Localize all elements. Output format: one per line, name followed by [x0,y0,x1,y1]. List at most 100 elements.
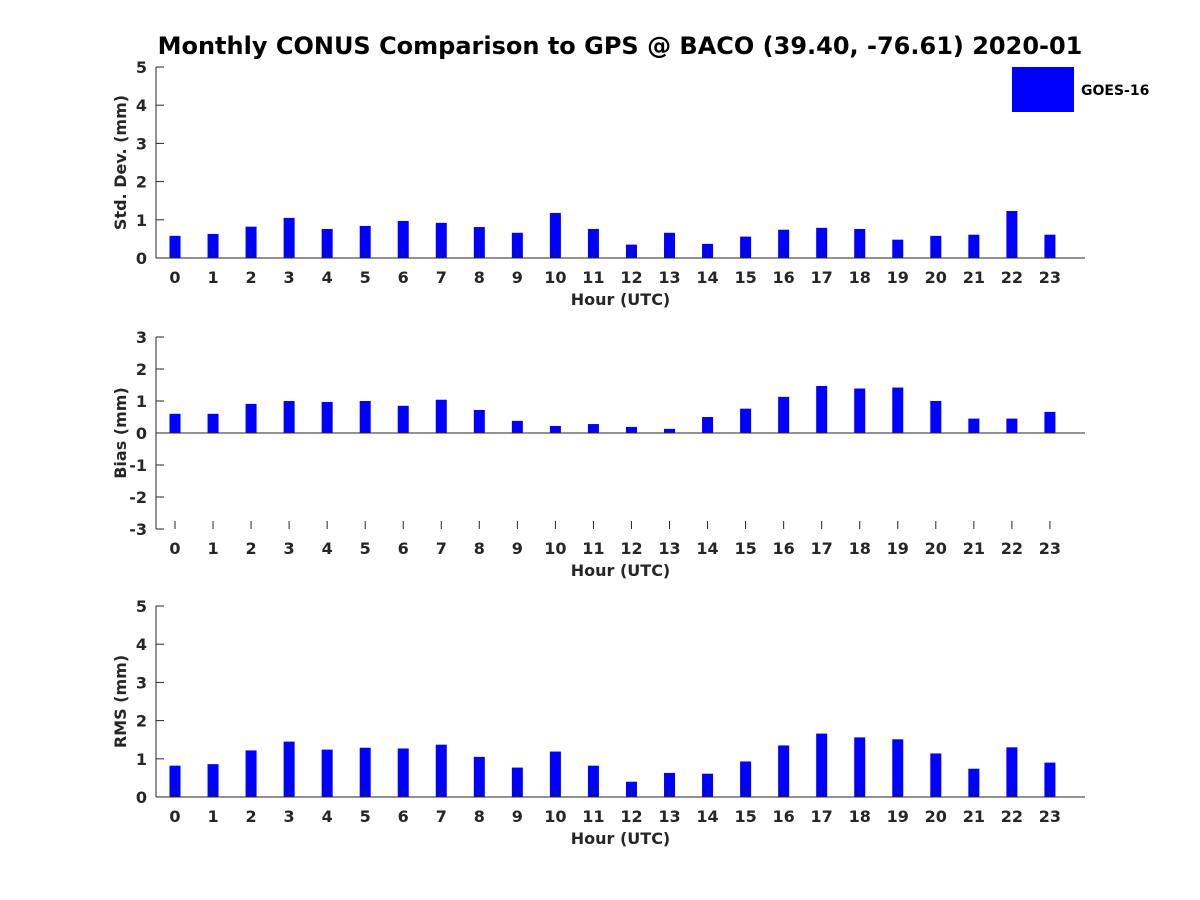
rms-bar-6 [397,748,409,797]
bias-ytick-label--3: -3 [129,520,147,539]
bias-xtick-label-12: 12 [620,539,642,558]
std-dev-bar-9 [511,232,523,258]
legend: GOES-16 [1012,67,1149,112]
std-dev-bar-22 [1006,211,1018,258]
std-dev-bar-17 [816,227,828,258]
std-dev-bar-7 [435,222,447,258]
rms-bar-4 [321,749,333,797]
rms-xtick-label-2: 2 [246,807,257,826]
rms-xtick-label-17: 17 [811,807,833,826]
rms-xlabel: Hour (UTC) [571,829,671,848]
bias-xtick-label-9: 9 [512,539,523,558]
rms-ylabel: RMS (mm) [111,655,130,748]
bias-xtick-label-18: 18 [849,539,871,558]
rms-xtick-label-16: 16 [773,807,795,826]
std-dev-xtick-label-5: 5 [360,268,371,287]
std-dev-xtick-label-11: 11 [582,268,604,287]
std-dev-ytick-label-4: 4 [136,96,147,115]
rms-bar-2 [245,750,257,797]
bias-xtick-label-5: 5 [360,539,371,558]
std-dev-bar-23 [1044,234,1056,258]
legend-label: GOES-16 [1081,83,1149,99]
std-dev-xtick-label-1: 1 [207,268,218,287]
rms-xtick-label-7: 7 [436,807,447,826]
rms-xtick-label-12: 12 [620,807,642,826]
std-dev-bar-10 [549,212,561,258]
std-dev-xtick-label-18: 18 [849,268,871,287]
bias-bar-17 [816,385,828,433]
rms-ytick-label-1: 1 [136,750,147,769]
bias-bar-21 [968,418,980,433]
rms-bar-21 [968,768,980,797]
std-dev-bar-3 [283,217,295,258]
bias-ytick-label-2: 2 [136,360,147,379]
bias-ytick-label--1: -1 [129,456,147,475]
std-dev-xtick-label-9: 9 [512,268,523,287]
bias-ytick-label-1: 1 [136,392,147,411]
std-dev-xtick-label-20: 20 [925,268,947,287]
bias-xtick-label-20: 20 [925,539,947,558]
bias-bar-10 [549,425,561,433]
std-dev-xtick-label-2: 2 [246,268,257,287]
rms-bar-13 [664,772,676,797]
std-dev-xtick-label-21: 21 [963,268,985,287]
rms-xtick-label-3: 3 [284,807,295,826]
std-dev-bar-8 [473,227,485,258]
std-dev-xtick-label-12: 12 [620,268,642,287]
std-dev-xtick-label-17: 17 [811,268,833,287]
bias-xtick-label-13: 13 [658,539,680,558]
rms-xtick-label-15: 15 [734,807,756,826]
bias-bar-12 [625,426,637,433]
bias-bar-3 [283,401,295,433]
rms-bar-19 [892,739,904,797]
bias-ytick-label--2: -2 [129,488,147,507]
rms-ytick-label-4: 4 [136,635,147,654]
bias-bar-20 [930,401,942,433]
bias-bar-7 [435,399,447,433]
bias-xtick-label-4: 4 [322,539,333,558]
bias-xtick-label-16: 16 [773,539,795,558]
bias-bar-9 [511,420,523,433]
std-dev-bar-2 [245,226,257,258]
std-dev-bar-0 [169,235,181,258]
bias-bar-4 [321,401,333,433]
bias-bar-19 [892,387,904,433]
bias-bar-13 [664,428,676,433]
rms-xtick-label-9: 9 [512,807,523,826]
std-dev-xtick-label-3: 3 [284,268,295,287]
bias-xtick-label-21: 21 [963,539,985,558]
rms-bar-5 [359,747,371,797]
rms-bar-15 [740,761,752,797]
std-dev-bar-20 [930,235,942,258]
bias-bar-14 [702,417,714,433]
rms-bar-9 [511,767,523,797]
rms-ytick-label-2: 2 [136,712,147,731]
rms-xtick-label-11: 11 [582,807,604,826]
bias-bar-8 [473,409,485,433]
rms-xtick-label-4: 4 [322,807,333,826]
std-dev-bar-21 [968,234,980,258]
bias-xtick-label-11: 11 [582,539,604,558]
chart-title: Monthly CONUS Comparison to GPS @ BACO (… [158,32,1083,60]
std-dev-ylabel: Std. Dev. (mm) [111,95,130,230]
rms-xtick-label-0: 0 [169,807,180,826]
bias-xtick-label-2: 2 [246,539,257,558]
bias-bar-0 [169,413,181,433]
std-dev-bar-19 [892,239,904,258]
std-dev-bar-16 [778,229,790,258]
std-dev-xtick-label-14: 14 [696,268,718,287]
std-dev-bar-13 [664,232,676,258]
std-dev-ytick-label-2: 2 [136,173,147,192]
rms-xtick-label-19: 19 [887,807,909,826]
rms-xtick-label-14: 14 [696,807,718,826]
rms-xtick-label-21: 21 [963,807,985,826]
bias-bar-6 [397,405,409,433]
bias-xtick-label-3: 3 [284,539,295,558]
rms-bar-16 [778,745,790,797]
rms-bar-7 [435,744,447,797]
rms-xtick-label-18: 18 [849,807,871,826]
bias-bar-18 [854,388,866,433]
bias-bar-22 [1006,418,1018,433]
rms-bar-23 [1044,762,1056,797]
